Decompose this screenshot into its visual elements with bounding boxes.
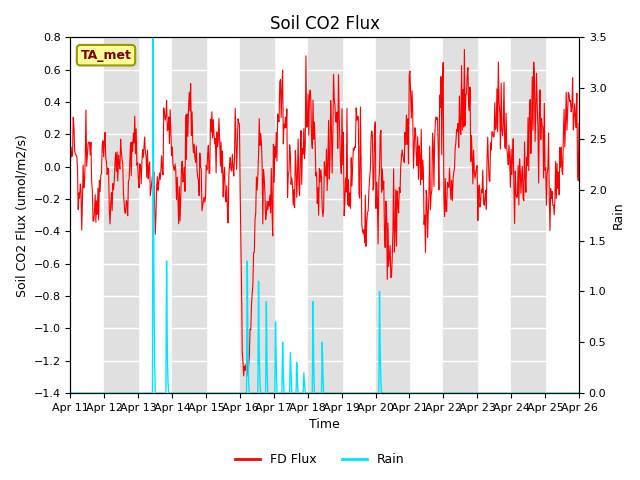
- Text: TA_met: TA_met: [81, 48, 131, 62]
- Bar: [444, 37, 477, 393]
- Bar: [172, 37, 206, 393]
- Bar: [104, 37, 138, 393]
- Legend: FD Flux, Rain: FD Flux, Rain: [230, 448, 410, 471]
- Bar: [376, 37, 410, 393]
- X-axis label: Time: Time: [309, 419, 340, 432]
- Y-axis label: Rain: Rain: [612, 202, 625, 229]
- Title: Soil CO2 Flux: Soil CO2 Flux: [269, 15, 380, 33]
- Bar: [511, 37, 545, 393]
- Bar: [240, 37, 274, 393]
- Y-axis label: Soil CO2 Flux (umol/m2/s): Soil CO2 Flux (umol/m2/s): [15, 134, 28, 297]
- Bar: [308, 37, 342, 393]
